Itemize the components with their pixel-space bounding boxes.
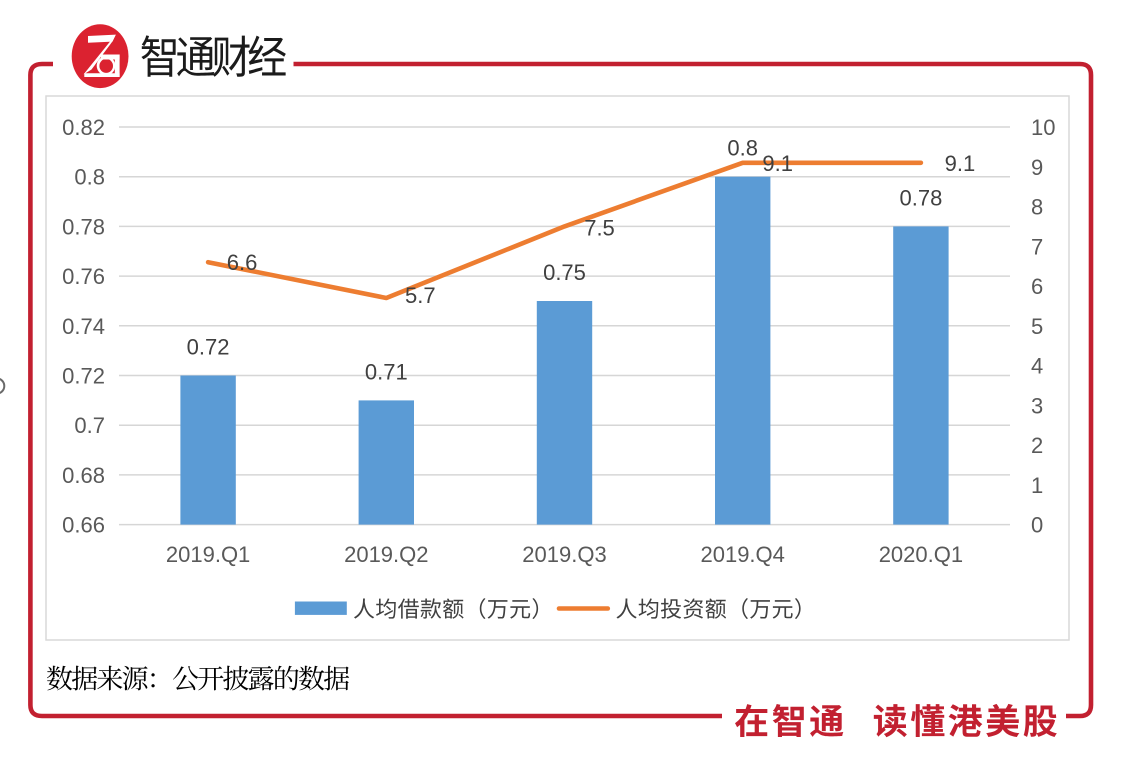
svg-text:5.7: 5.7 xyxy=(405,283,436,308)
svg-text:4: 4 xyxy=(1031,354,1043,379)
svg-text:0.82: 0.82 xyxy=(62,115,105,140)
svg-text:2019.Q1: 2019.Q1 xyxy=(166,542,250,567)
svg-text:0.78: 0.78 xyxy=(899,185,942,210)
svg-text:6: 6 xyxy=(1031,274,1043,299)
svg-text:2: 2 xyxy=(1031,433,1043,458)
svg-text:9.1: 9.1 xyxy=(762,151,793,176)
svg-text:9: 9 xyxy=(1031,155,1043,180)
svg-text:2019.Q4: 2019.Q4 xyxy=(700,542,784,567)
svg-text:3: 3 xyxy=(1031,393,1043,418)
svg-text:2019.Q3: 2019.Q3 xyxy=(522,542,606,567)
svg-text:8: 8 xyxy=(1031,195,1043,220)
svg-text:0.72: 0.72 xyxy=(187,335,230,360)
svg-text:2020.Q1: 2020.Q1 xyxy=(879,542,963,567)
svg-text:0.66: 0.66 xyxy=(62,513,105,538)
svg-text:0.78: 0.78 xyxy=(62,214,105,239)
svg-text:0.7: 0.7 xyxy=(74,413,105,438)
svg-text:0: 0 xyxy=(1031,513,1043,538)
svg-text:7.5: 7.5 xyxy=(584,215,615,240)
svg-text:9.1: 9.1 xyxy=(945,151,976,176)
svg-text:0.76: 0.76 xyxy=(62,264,105,289)
svg-text:10: 10 xyxy=(1031,115,1055,140)
svg-text:7: 7 xyxy=(1031,234,1043,259)
svg-text:0.72: 0.72 xyxy=(62,364,105,389)
svg-text:0.71: 0.71 xyxy=(365,359,408,384)
svg-text:0.8: 0.8 xyxy=(74,165,105,190)
svg-text:2019.Q2: 2019.Q2 xyxy=(344,542,428,567)
svg-text:5: 5 xyxy=(1031,314,1043,339)
svg-text:0.75: 0.75 xyxy=(543,260,586,285)
svg-text:0.8: 0.8 xyxy=(727,136,758,161)
svg-text:0.74: 0.74 xyxy=(62,314,105,339)
svg-text:1: 1 xyxy=(1031,473,1043,498)
svg-text:6.6: 6.6 xyxy=(227,250,258,275)
svg-text:0.68: 0.68 xyxy=(62,463,105,488)
